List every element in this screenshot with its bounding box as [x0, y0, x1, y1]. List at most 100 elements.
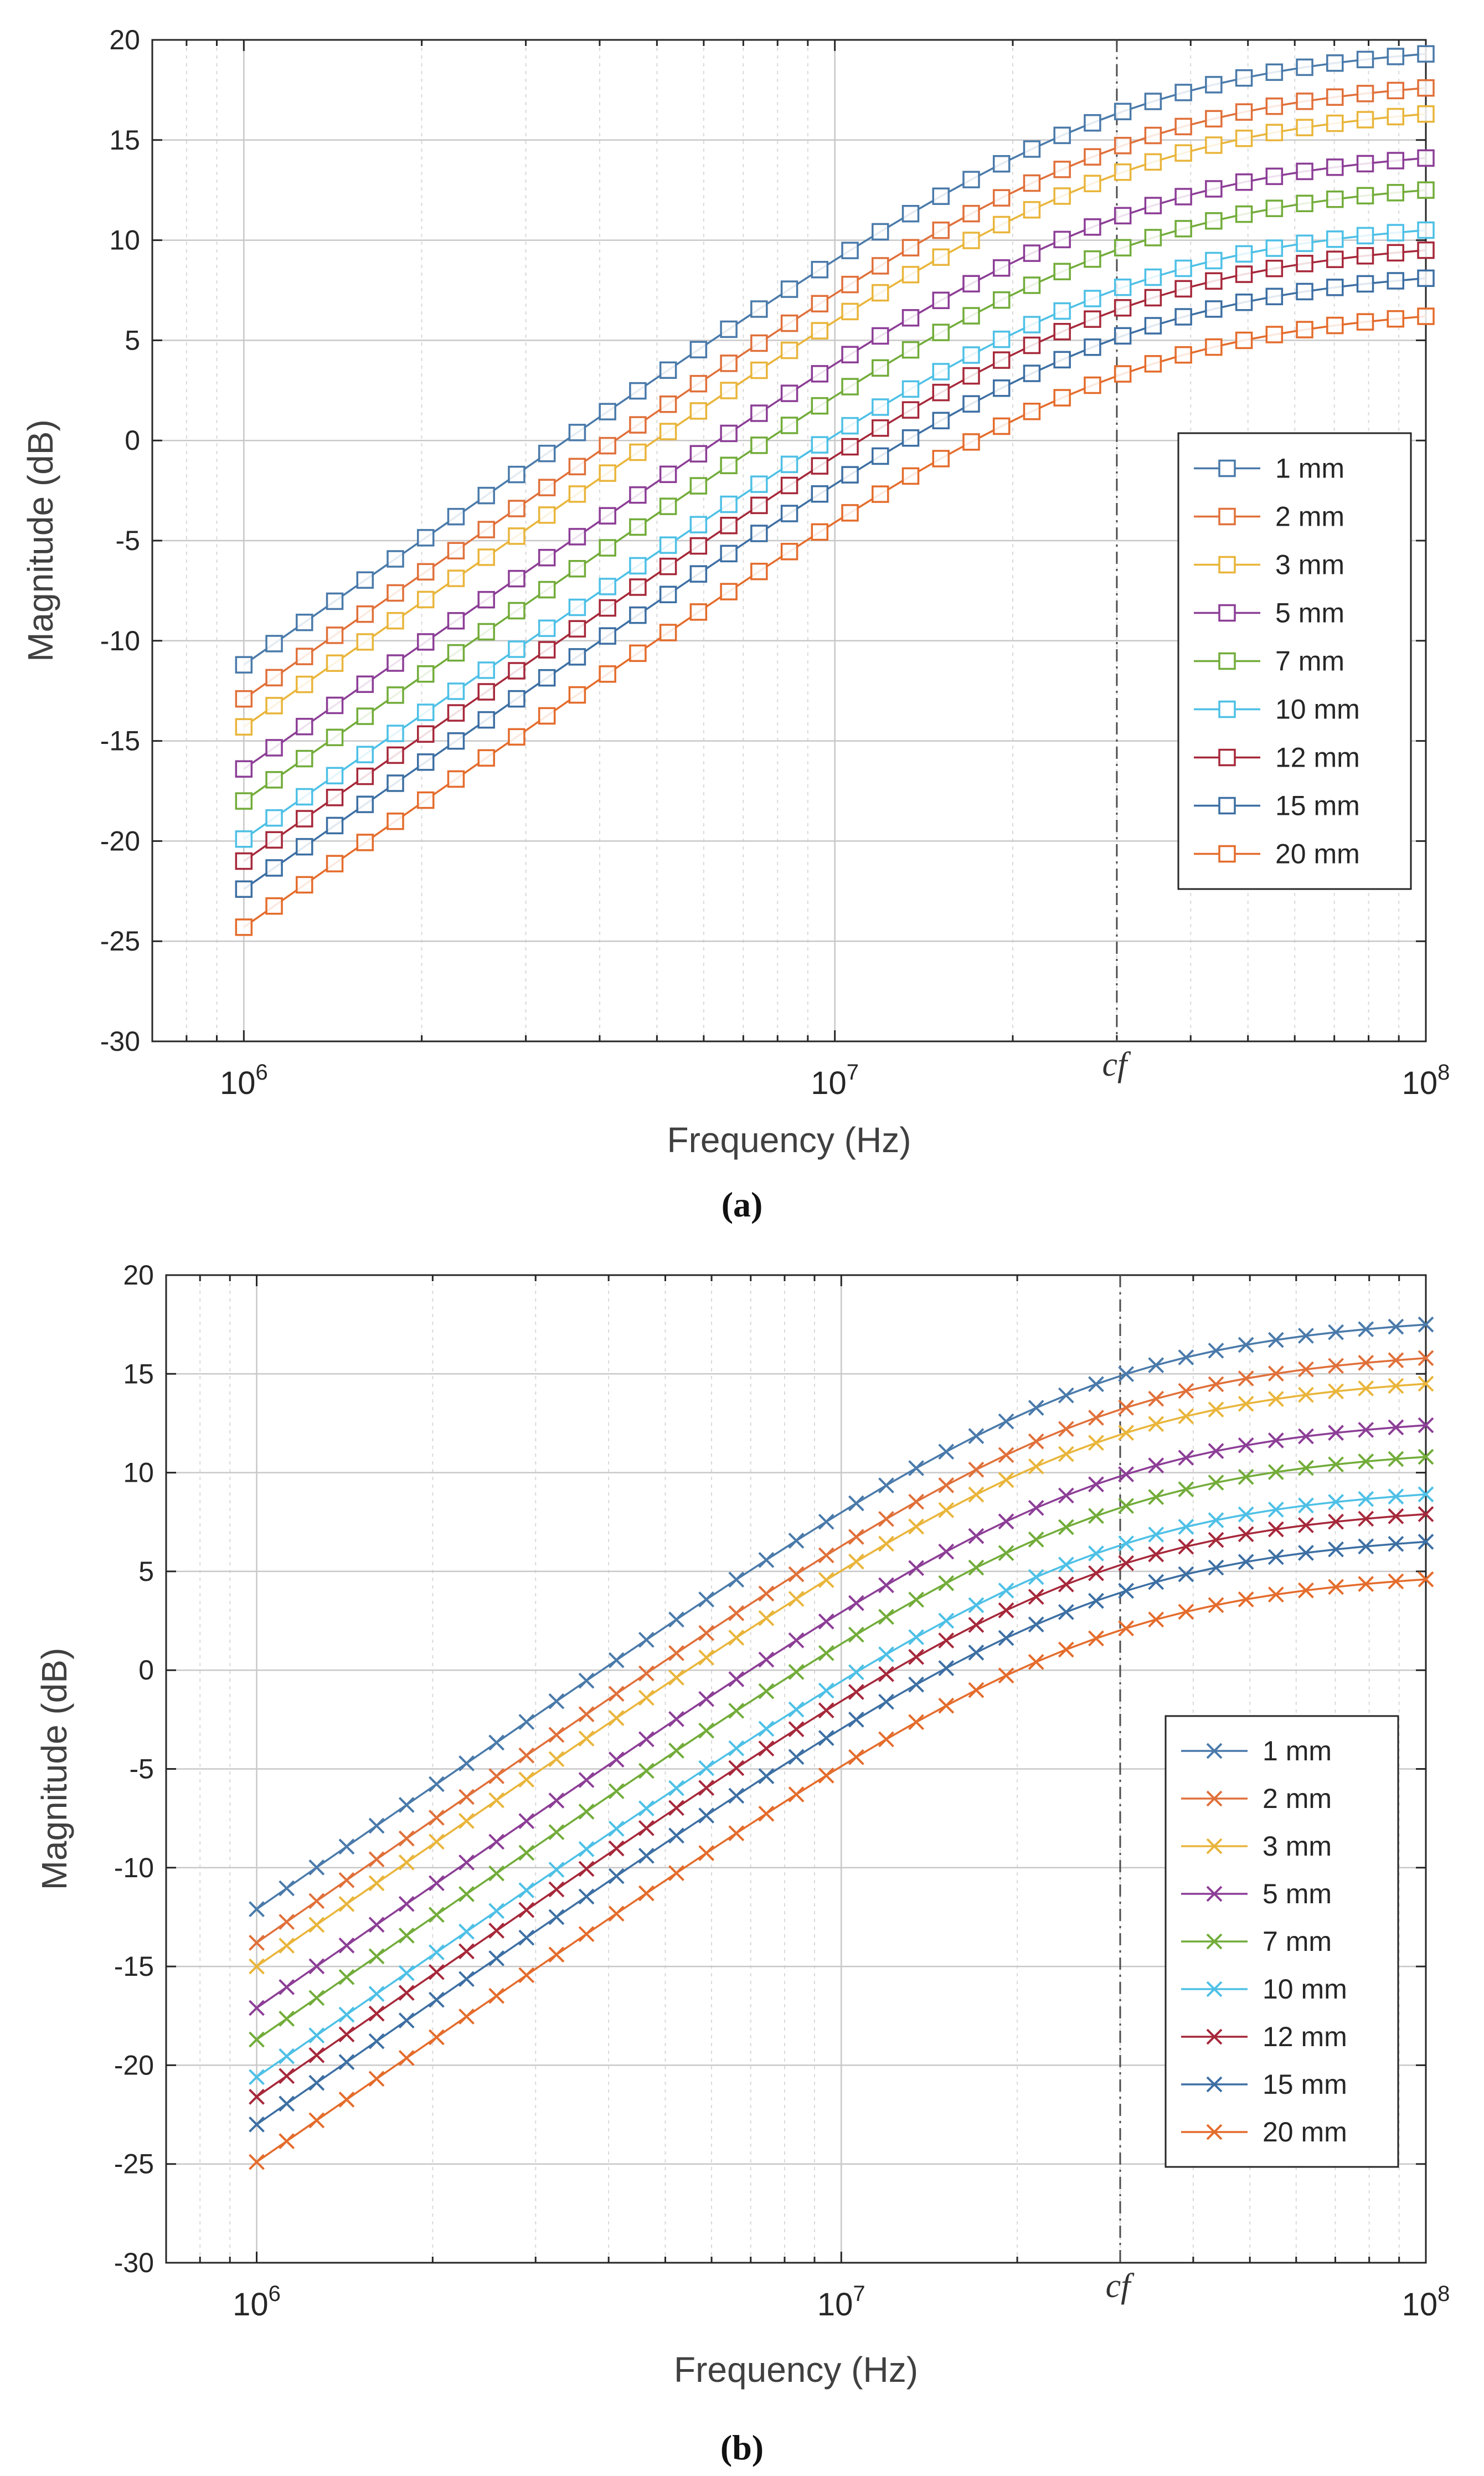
data-point [477, 521, 495, 538]
x-tick-base: 10 [811, 1065, 847, 1101]
series-2mm [249, 1350, 1434, 1951]
series-line [243, 315, 1426, 928]
data-point [488, 1923, 505, 1939]
data-point [1326, 114, 1344, 132]
y-tick-label: -25 [100, 926, 140, 957]
data-point [720, 517, 738, 535]
data-point [548, 1751, 565, 1768]
y-tick-label: -10 [114, 1852, 154, 1883]
data-point [599, 507, 616, 525]
data-point [1088, 1409, 1104, 1426]
data-point [538, 506, 556, 524]
data-point [841, 242, 859, 259]
data-point [518, 1929, 535, 1946]
series-1mm [235, 45, 1435, 674]
x-tick-label: 107 [817, 2282, 865, 2323]
data-point [338, 2026, 355, 2043]
data-point [508, 602, 525, 620]
legend-label: 5 mm [1275, 598, 1344, 629]
x-tick-base: 10 [220, 1065, 256, 1101]
data-point [1023, 244, 1041, 262]
data-point [608, 1820, 625, 1837]
data-point [1088, 1435, 1104, 1451]
data-point [356, 834, 374, 851]
data-point [265, 739, 283, 757]
y-tick-label: 5 [138, 1556, 154, 1587]
data-point [908, 1629, 925, 1646]
data-point [1053, 126, 1071, 145]
data-point [1238, 1395, 1254, 1412]
data-point [1148, 1357, 1164, 1373]
data-point [1267, 1432, 1284, 1448]
data-point [758, 1552, 775, 1568]
data-point [326, 696, 344, 715]
data-point [1358, 1421, 1374, 1438]
data-point [578, 1804, 595, 1820]
data-point [638, 1763, 655, 1779]
data-point [998, 1545, 1014, 1561]
data-point [1417, 105, 1435, 123]
data-point [901, 266, 920, 284]
data-point [1265, 199, 1284, 217]
data-point [1053, 351, 1071, 369]
data-point [1148, 1457, 1164, 1473]
data-point [568, 424, 586, 441]
data-point [308, 1958, 325, 1975]
data-point [848, 1712, 864, 1728]
data-point [447, 704, 465, 722]
data-point [1023, 316, 1041, 333]
legend: 1 mm 2 mm 3 mm 5 mm 7 mm 10 mm 12 mm 15 mm 20 mm [1164, 1715, 1399, 2168]
data-point [1178, 1519, 1194, 1535]
data-point [878, 1666, 894, 1682]
data-point [398, 1830, 415, 1847]
y-tick-label: 10 [123, 1457, 154, 1488]
legend-label: 5 mm [1263, 1878, 1332, 1909]
series-line [243, 53, 1426, 666]
y-tick-label: 0 [125, 425, 140, 456]
data-point [998, 1583, 1014, 1599]
data-point [878, 1577, 894, 1594]
data-point [1118, 1620, 1135, 1637]
data-point [548, 1881, 565, 1898]
data-point [1298, 1328, 1314, 1344]
data-point [998, 1447, 1014, 1463]
data-point [1417, 45, 1435, 63]
data-point [720, 320, 738, 338]
data-point [1296, 321, 1313, 338]
data-point [689, 603, 708, 621]
data-point [1023, 174, 1041, 192]
data-point [668, 1611, 684, 1628]
data-point [1084, 310, 1101, 328]
data-point [1356, 187, 1374, 205]
data-point [962, 433, 980, 451]
data-point [368, 2071, 385, 2087]
data-point [1208, 1443, 1224, 1460]
data-point [1114, 137, 1132, 155]
data-point [1205, 338, 1223, 356]
data-point [1265, 167, 1284, 186]
data-point [428, 1776, 445, 1792]
data-point [1296, 119, 1313, 136]
data-point [1418, 1448, 1434, 1465]
data-point [1144, 126, 1162, 145]
legend-marker [1218, 845, 1236, 863]
data-point [1058, 1641, 1074, 1658]
data-point [750, 334, 768, 352]
data-point [992, 259, 1011, 277]
data-point [338, 1895, 355, 1912]
data-point [962, 395, 980, 413]
data-point [538, 548, 556, 567]
data-point [488, 1833, 505, 1850]
data-point [428, 1964, 445, 1980]
data-point [811, 261, 829, 279]
data-point [848, 1684, 864, 1700]
data-point [818, 1730, 834, 1746]
legend-label: 7 mm [1263, 1926, 1332, 1957]
data-point [518, 1771, 535, 1788]
data-point [356, 571, 374, 589]
y-tick-label: -20 [100, 825, 140, 856]
data-point [848, 1749, 864, 1765]
data-point [368, 1986, 385, 2002]
data-point [848, 1664, 864, 1681]
data-point [1174, 188, 1192, 206]
